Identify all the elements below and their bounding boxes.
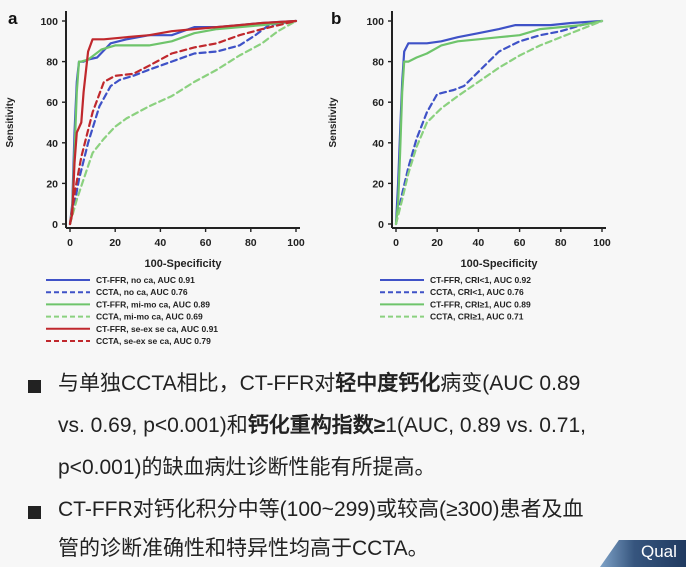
y-tick-label: 100	[366, 16, 384, 28]
bullet-1-bold-a: 轻中度钙化	[335, 372, 441, 395]
roc-curve-4	[68, 19, 298, 226]
x-axis-title: 100-Specificity	[460, 258, 538, 270]
x-tick-label: 0	[67, 237, 73, 249]
bullet-1-line-3: p<0.001)的缺血病灶诊断性能有所提高。	[58, 452, 436, 484]
x-tick-label: 100	[287, 237, 305, 249]
bullet-1-text-c: vs. 0.69, p<0.001)和	[58, 414, 248, 437]
y-tick-label: 80	[46, 57, 58, 69]
y-tick-label: 40	[372, 138, 384, 150]
x-tick-label: 20	[109, 237, 121, 249]
x-tick-label: 100	[593, 237, 611, 249]
y-tick-label: 60	[46, 97, 58, 109]
bullet-1-line-1: 与单独CCTA相比，CT-FFR对轻中度钙化病变(AUC 0.89	[58, 368, 580, 400]
legend-entry: CT-FFR, no ca, AUC 0.91	[96, 275, 195, 285]
roc-panel-b: b 0 20 40 60 80 100 0 20 40 60 80 100 100-Specificity…	[328, 9, 611, 322]
roc-curve-3	[394, 19, 604, 226]
legend-entry: CT-FFR, mi-mo ca, AUC 0.89	[96, 299, 210, 309]
bullet-2-line-1: CT-FFR对钙化积分中等(100~299)或较高(≥300)患者及血	[58, 494, 584, 526]
legend-entry: CCTA, CRI<1, AUC 0.76	[430, 287, 524, 297]
bullet-marker-1	[28, 380, 41, 393]
x-tick-label: 80	[555, 237, 567, 249]
legend-entry: CCTA, CRI≥1, AUC 0.71	[430, 312, 524, 322]
bullet-1-bold-b: 钙化重构指数≥	[247, 414, 386, 437]
roc-figure: a 0 20 40 60 80 100 0 20 40 60 80 100 100-Specificity…	[5, 9, 611, 346]
x-tick-label: 60	[514, 237, 526, 249]
y-axis-title: Sensitivity	[5, 97, 16, 147]
roc-curve-2	[394, 19, 604, 226]
x-tick-label: 0	[393, 237, 399, 249]
y-axis-title: Sensitivity	[328, 97, 339, 147]
panel-label: b	[331, 9, 341, 28]
bullet-1-line-2: vs. 0.69, p<0.001)和钙化重构指数≥1(AUC, 0.89 vs…	[58, 410, 586, 442]
roc-panel-a: a 0 20 40 60 80 100 0 20 40 60 80 100 100-Specificity…	[5, 9, 305, 346]
legend-entry: CT-FFR, CRI≥1, AUC 0.89	[430, 299, 531, 309]
y-tick-label: 0	[378, 219, 384, 231]
y-tick-label: 60	[372, 97, 384, 109]
roc-curve-6	[68, 19, 298, 226]
y-tick-label: 20	[46, 178, 58, 190]
x-axis-title: 100-Specificity	[144, 258, 222, 270]
bullet-2-text-b: 管的诊断准确性和特异性均高于CCTA。	[58, 537, 429, 560]
bullet-marker-2	[28, 506, 41, 519]
bullet-1-text-e: p<0.001)的缺血病灶诊断性能有所提高。	[58, 456, 436, 479]
roc-curve-5	[68, 19, 298, 226]
bullet-2-line-2: 管的诊断准确性和特异性均高于CCTA。	[58, 533, 429, 565]
legend-entry: CCTA, se-ex se ca, AUC 0.79	[96, 336, 211, 346]
y-tick-label: 40	[46, 138, 58, 150]
legend-entry: CT-FFR, se-ex se ca, AUC 0.91	[96, 324, 218, 334]
y-tick-label: 20	[372, 178, 384, 190]
x-tick-label: 40	[473, 237, 485, 249]
bullet-1-text-b: 病变(AUC 0.89	[440, 372, 581, 395]
panel-label: a	[8, 9, 18, 28]
legend-entry: CCTA, mi-mo ca, AUC 0.69	[96, 312, 203, 322]
y-tick-label: 80	[372, 57, 384, 69]
brand-text: Qual	[641, 542, 677, 561]
x-tick-label: 60	[200, 237, 212, 249]
roc-curve-2	[68, 19, 298, 226]
x-tick-label: 80	[245, 237, 257, 249]
bullet-1-text-d: 1(AUC, 0.89 vs. 0.71,	[385, 414, 586, 437]
legend-entry: CT-FFR, CRI<1, AUC 0.92	[430, 275, 531, 285]
x-tick-label: 40	[155, 237, 167, 249]
y-tick-label: 100	[40, 16, 58, 28]
roc-curve-3	[68, 19, 298, 226]
x-tick-label: 20	[431, 237, 443, 249]
bullet-1-text-a: 与单独CCTA相比，CT-FFR对	[58, 372, 336, 395]
bullet-2-text-a: CT-FFR对钙化积分中等(100~299)或较高(≥300)患者及血	[58, 498, 584, 521]
legend-entry: CCTA, no ca, AUC 0.76	[96, 287, 188, 297]
roc-curve-4	[394, 19, 604, 226]
y-tick-label: 0	[52, 219, 58, 231]
